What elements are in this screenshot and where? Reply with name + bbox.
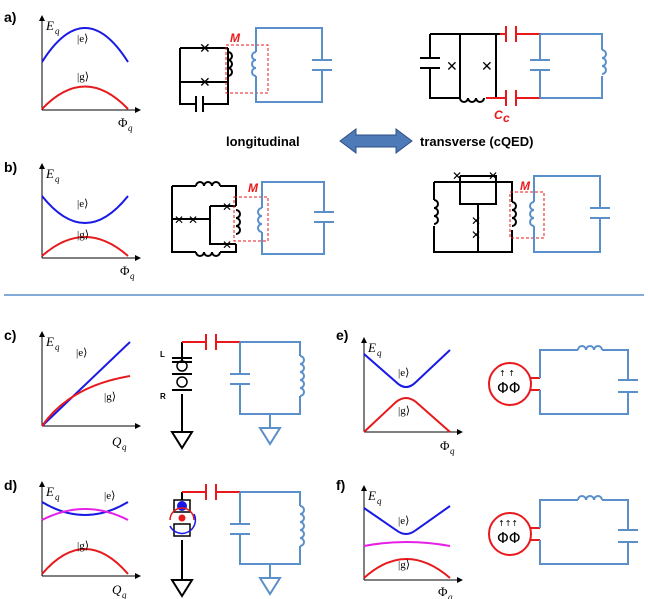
svg-text:Q: Q	[112, 582, 122, 597]
svg-text:✕: ✕	[471, 228, 481, 242]
panel-label-a: a)	[4, 9, 16, 25]
svg-text:q: q	[55, 342, 60, 352]
svg-text:E: E	[45, 484, 54, 499]
svg-text:✕: ✕	[481, 58, 493, 74]
svg-text:|e⟩: |e⟩	[398, 515, 409, 527]
excited-curve	[41, 195, 129, 224]
svg-text:E: E	[45, 334, 54, 349]
charge-axis-label: Q	[112, 434, 122, 449]
svg-text:|e⟩: |e⟩	[104, 490, 115, 502]
svg-text:✕: ✕	[446, 58, 458, 74]
excited-curve	[41, 501, 129, 516]
plot-d: E q Q q |e⟩ |g⟩	[39, 481, 141, 599]
right-label: R	[160, 392, 166, 401]
svg-text:|e⟩: |e⟩	[76, 347, 87, 359]
left-label: L	[160, 350, 165, 359]
svg-text:q: q	[130, 271, 135, 281]
circuit-f	[488, 495, 638, 565]
circuit-b-transverse: ✕ ✕ ✕ ✕	[433, 169, 610, 253]
svg-text:✕: ✕	[174, 213, 184, 227]
ground-curve	[363, 397, 451, 433]
svg-text:|g⟩: |g⟩	[104, 391, 116, 403]
panel-label-f: f)	[336, 477, 345, 493]
spin-arrow-icon: ↑↑↑	[498, 519, 518, 528]
svg-text:c: c	[503, 111, 510, 125]
svg-text:Φ: Φ	[120, 263, 130, 278]
ground-state-label: |g⟩	[77, 71, 89, 83]
spin-arrow-icon: ↑ ↑	[499, 369, 515, 378]
longitudinal-label: longitudinal	[226, 134, 300, 149]
svg-text:Φ: Φ	[438, 584, 448, 599]
plot-f: E q Φ q |e⟩ |g⟩	[361, 485, 463, 599]
excited-curve	[41, 27, 129, 63]
svg-text:E: E	[367, 340, 376, 355]
svg-text:q: q	[377, 348, 382, 358]
svg-text:✕: ✕	[188, 213, 198, 227]
svg-text:q: q	[128, 123, 133, 133]
svg-text:q: q	[55, 492, 60, 502]
middle-curve	[41, 508, 129, 521]
excited-state-label: |e⟩	[77, 33, 88, 45]
svg-text:|g⟩: |g⟩	[77, 540, 89, 552]
energy-axis-label: E	[45, 18, 54, 33]
svg-text:E: E	[367, 488, 376, 503]
panel-label-d: d)	[4, 477, 17, 493]
svg-text:q: q	[377, 496, 382, 506]
svg-text:✕: ✕	[199, 40, 211, 56]
svg-text:M: M	[248, 181, 259, 195]
svg-text:✕: ✕	[199, 74, 211, 90]
excited-curve	[363, 349, 451, 388]
svg-text:Φ: Φ	[440, 438, 450, 453]
svg-text:|e⟩: |e⟩	[398, 367, 409, 379]
ground-curve	[41, 85, 129, 110]
svg-text:✕: ✕	[471, 214, 481, 228]
squid-loop-icon: ΦΦ	[497, 379, 521, 397]
svg-text:|g⟩: |g⟩	[398, 405, 410, 417]
svg-text:q: q	[55, 174, 60, 184]
flux-axis-label: Φ	[118, 115, 128, 130]
plot-a: E q Φ q |e⟩ |g⟩	[39, 15, 141, 133]
svg-text:✕: ✕	[222, 238, 232, 252]
plot-e: E q Φ q |e⟩ |g⟩	[361, 337, 463, 456]
plot-b: E q Φ q |e⟩ |g⟩	[39, 163, 141, 281]
ground-curve	[41, 236, 129, 257]
excited-curve	[363, 505, 451, 535]
plot-c: E q Q q |e⟩ |g⟩	[39, 331, 141, 452]
circuit-c	[170, 334, 305, 450]
transverse-label: transverse (cQED)	[420, 134, 533, 149]
panel-label-e: e)	[336, 327, 348, 343]
svg-text:q: q	[122, 442, 127, 452]
svg-text:|g⟩: |g⟩	[77, 229, 89, 241]
circuit-d	[169, 484, 305, 598]
ground-curve	[363, 558, 451, 579]
circuit-e	[488, 345, 638, 415]
svg-text:✕: ✕	[452, 169, 462, 183]
squid-loop-icon: ΦΦ	[497, 529, 521, 547]
double-arrow-icon	[339, 128, 413, 154]
panel-label-b: b)	[4, 159, 17, 175]
circuit-a-transverse: ✕ ✕	[420, 26, 607, 106]
mutual-label-a: M	[230, 31, 241, 45]
svg-text:M: M	[520, 179, 531, 193]
svg-text:q: q	[450, 446, 455, 456]
ground-curve	[41, 548, 129, 575]
svg-text:E: E	[45, 166, 54, 181]
svg-text:q: q	[448, 592, 453, 599]
svg-text:q: q	[122, 590, 127, 599]
ground-curve	[41, 375, 131, 427]
svg-text:|e⟩: |e⟩	[77, 198, 88, 210]
circuit-a-longitudinal: ✕ ✕	[179, 27, 332, 112]
svg-text:|g⟩: |g⟩	[398, 559, 410, 571]
middle-curve	[363, 541, 451, 547]
circuit-b-longitudinal: ✕ ✕ ✕ ✕	[171, 181, 334, 257]
excited-curve	[41, 341, 131, 427]
coupling-cap-label: C	[494, 108, 503, 122]
svg-text:q: q	[55, 26, 60, 36]
panel-label-c: c)	[4, 327, 16, 343]
svg-text:✕: ✕	[222, 200, 232, 214]
svg-text:✕: ✕	[488, 169, 498, 183]
